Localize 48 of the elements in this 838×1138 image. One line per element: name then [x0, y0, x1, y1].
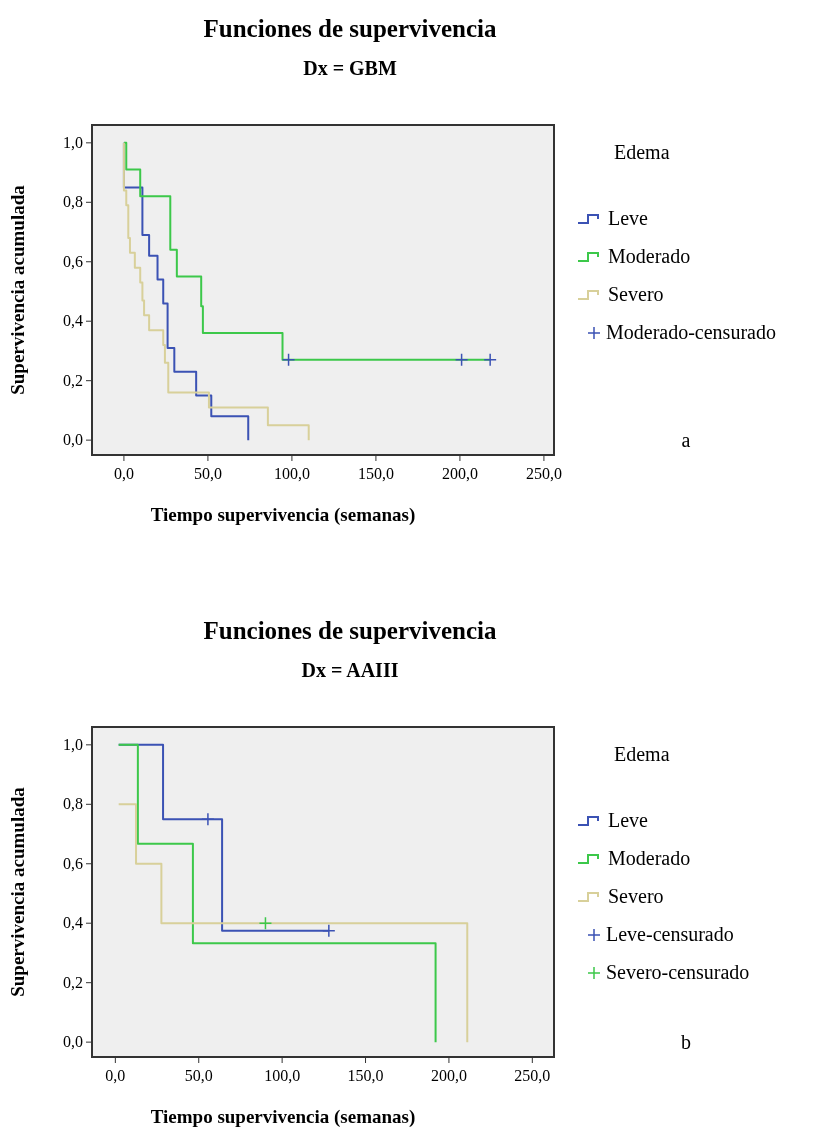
point — [201, 812, 215, 826]
x-tick-label: 200,0 — [441, 465, 478, 482]
y-tick-label: 0,2 — [63, 371, 83, 389]
x-tick-label: 200,0 — [430, 1067, 467, 1084]
point — [322, 923, 336, 938]
legend-title: Edema — [614, 743, 670, 765]
y-tick-label: 0,4 — [63, 312, 83, 330]
text: a — [681, 429, 691, 451]
legend-label: Severo — [608, 283, 664, 305]
chart-subtitle: Dx = GBM — [303, 57, 397, 79]
y-tick-label: 0,0 — [63, 431, 83, 449]
x-tick-label: 150,0 — [347, 1067, 384, 1084]
y-tick-label: 1,0 — [63, 735, 83, 753]
legend-label: Severo-censurado — [606, 961, 750, 983]
legend-label: Moderado — [608, 245, 691, 267]
y-tick-label: 0,0 — [63, 1033, 83, 1051]
y-tick-label: 0,6 — [63, 252, 83, 270]
legend-title: Edema — [614, 141, 670, 163]
legend-label: Leve — [608, 809, 649, 831]
legend-label: Leve — [608, 207, 649, 229]
y-tick-label: 0,8 — [63, 193, 83, 211]
x-tick-label: 150,0 — [357, 465, 394, 482]
x-tick-label: 0,0 — [113, 465, 134, 482]
legend-label: Leve-censurado — [606, 923, 734, 945]
legend-label: Severo — [608, 885, 664, 907]
chart-subtitle: Dx = AAIII — [301, 659, 399, 681]
y-tick-label: 1,0 — [63, 133, 83, 151]
x-axis-title: Tiempo supervivencia (semanas) — [150, 504, 416, 526]
y-tick-label: 0,8 — [63, 795, 83, 813]
x-tick-label: 50,0 — [184, 1067, 213, 1084]
y-tick-label: 0,2 — [63, 973, 83, 991]
x-tick-label: 250,0 — [525, 465, 562, 482]
y-tick-label: 0,4 — [63, 914, 83, 932]
point — [258, 916, 273, 930]
x-tick-label: 100,0 — [264, 1067, 301, 1084]
legend-label: Moderado — [608, 847, 691, 869]
chart-title: Funciones de supervivencia — [203, 617, 498, 644]
chart-title: Funciones de supervivencia — [203, 15, 498, 42]
x-tick-label: 100,0 — [273, 465, 310, 482]
text: b — [681, 1031, 691, 1053]
y-axis-title: Supervivencia acumulada — [7, 184, 28, 395]
y-tick-label: 0,6 — [63, 854, 83, 872]
legend-label: Moderado-censurado — [606, 321, 776, 343]
x-tick-label: 50,0 — [193, 465, 222, 482]
x-tick-label: 0,0 — [105, 1067, 126, 1084]
x-tick-label: 250,0 — [514, 1067, 551, 1084]
y-axis-title: Supervivencia acumulada — [7, 786, 28, 997]
x-axis-title: Tiempo supervivencia (semanas) — [150, 1106, 416, 1128]
